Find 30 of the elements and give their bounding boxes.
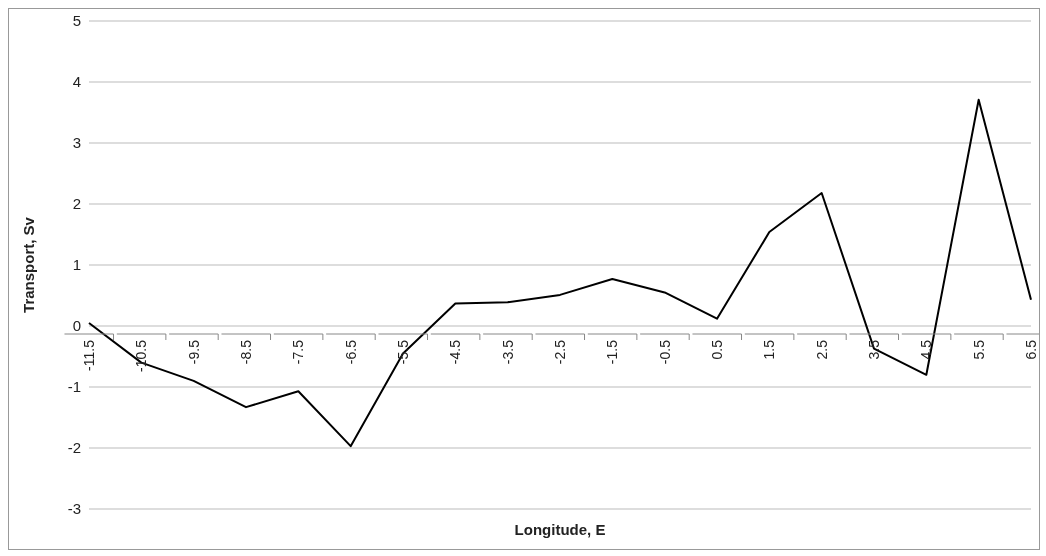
x-tick-label: -1.5 <box>604 339 621 365</box>
x-tick-label: -3.5 <box>499 339 516 365</box>
x-tick-label: 3.5 <box>866 339 882 360</box>
y-tick-label: 5 <box>72 12 81 30</box>
x-tick-label: 0.5 <box>709 339 725 360</box>
y-axis-title: Transport, Sv <box>20 216 38 313</box>
x-tick-label: -8.5 <box>238 339 254 365</box>
x-tick-label: 2.5 <box>813 339 830 360</box>
x-tick-label: -4.5 <box>447 339 464 365</box>
x-tick-label: -10.5 <box>133 339 150 372</box>
y-tick-label: 1 <box>72 256 81 274</box>
x-tick-label: -7.5 <box>290 339 307 365</box>
x-tick-label: 6.5 <box>1023 339 1039 360</box>
x-tick-label: -2.5 <box>552 339 568 365</box>
y-tick-label: -1 <box>67 378 81 396</box>
y-tick-label: 3 <box>72 134 81 152</box>
x-axis-title: Longitude, E <box>514 521 606 538</box>
y-tick-label: 0 <box>72 317 81 335</box>
y-tick-label: -3 <box>67 500 81 518</box>
x-tick-label: -6.5 <box>342 339 359 365</box>
x-tick-label: -11.5 <box>81 339 97 371</box>
y-tick-label: -2 <box>67 439 81 457</box>
x-tick-label: 4.5 <box>918 339 935 360</box>
y-tick-label: 2 <box>72 195 81 213</box>
x-tick-label: -0.5 <box>656 339 673 365</box>
y-tick-label: 4 <box>72 73 81 91</box>
x-tick-label: -9.5 <box>185 339 202 365</box>
x-tick-label: 5.5 <box>970 339 987 360</box>
x-tick-label: 1.5 <box>761 339 778 360</box>
x-tick-label: -5.5 <box>395 339 411 365</box>
